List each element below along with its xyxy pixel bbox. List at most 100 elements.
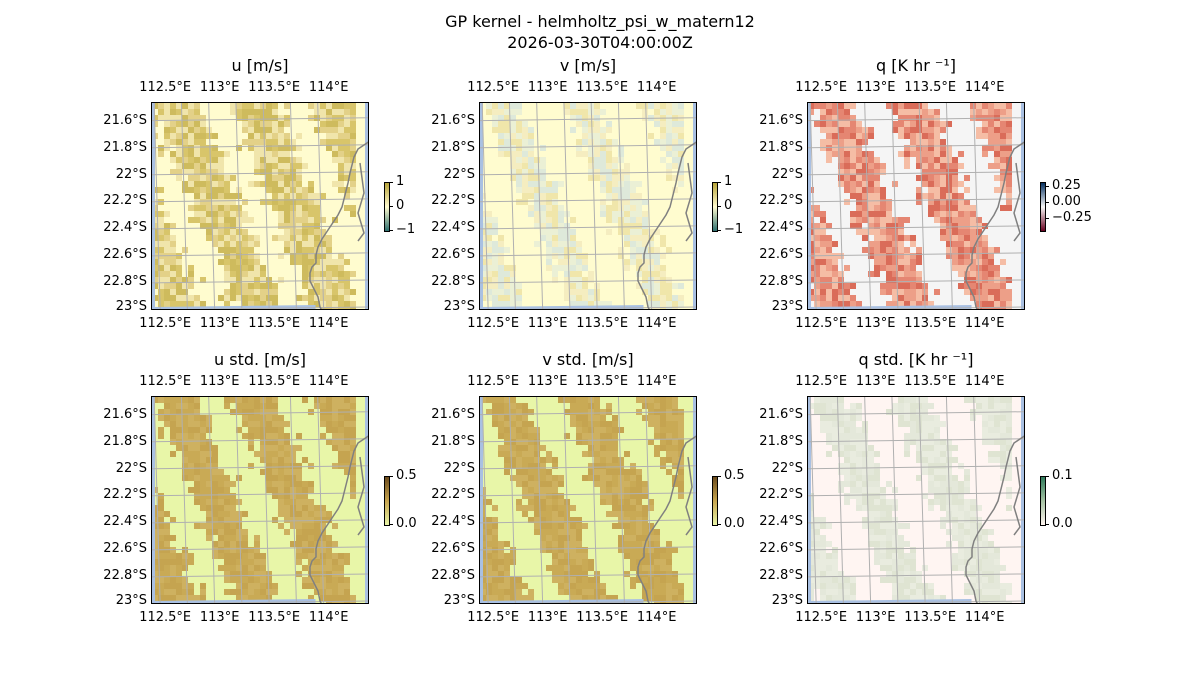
heatmap-cell: [898, 421, 904, 427]
heatmap-cell: [862, 235, 868, 241]
heatmap-cell: [230, 109, 236, 115]
heatmap-cell: [522, 427, 528, 433]
heatmap-cell: [332, 427, 338, 433]
heatmap-cell: [832, 133, 838, 139]
heatmap-cell: [970, 511, 976, 517]
heatmap-cell: [576, 415, 582, 421]
heatmap-cell: [182, 121, 188, 127]
heatmap-cell: [230, 517, 236, 523]
heatmap-cell: [964, 253, 970, 259]
graticule-line: [808, 438, 1024, 443]
heatmap-cell: [666, 163, 672, 169]
heatmap-cell: [946, 463, 952, 469]
graticule-line: [809, 397, 817, 603]
heatmap-cell: [618, 427, 624, 433]
heatmap-cell: [326, 259, 332, 265]
heatmap-cell: [230, 103, 236, 109]
heatmap-cell: [224, 493, 230, 499]
heatmap-cell: [170, 235, 176, 241]
heatmap-cell: [940, 487, 946, 493]
heatmap-cell: [170, 157, 176, 163]
heatmap-cell: [516, 469, 522, 475]
heatmap-cell: [170, 427, 176, 433]
heatmap-cell: [260, 157, 266, 163]
heatmap-cell: [898, 283, 904, 289]
heatmap-cell: [958, 559, 964, 565]
heatmap-cell: [176, 595, 182, 601]
heatmap-cell: [838, 421, 844, 427]
heatmap-cell: [582, 433, 588, 439]
heatmap-cell: [308, 259, 314, 265]
heatmap-cell: [826, 151, 832, 157]
heatmap-cell: [552, 517, 558, 523]
heatmap-cell: [266, 481, 272, 487]
heatmap-cell: [582, 565, 588, 571]
heatmap-cell: [266, 445, 272, 451]
heatmap-cell: [660, 427, 666, 433]
heatmap-cell: [498, 145, 504, 151]
heatmap-cell: [516, 133, 522, 139]
heatmap-cell: [510, 175, 516, 181]
heatmap-cell: [242, 265, 248, 271]
heatmap-cell: [904, 421, 910, 427]
heatmap-cell: [242, 511, 248, 517]
heatmap-cell: [922, 427, 928, 433]
heatmap-cell: [528, 517, 534, 523]
heatmap-cell: [904, 403, 910, 409]
heatmap-cell: [892, 127, 898, 133]
heatmap-cell: [206, 145, 212, 151]
heatmap-cell: [552, 493, 558, 499]
heatmap-cell: [338, 295, 344, 301]
heatmap-cell: [624, 187, 630, 193]
heatmap-cell: [660, 109, 666, 115]
heatmap-cell: [558, 229, 564, 235]
heatmap-cell: [290, 223, 296, 229]
heatmap-cell: [552, 457, 558, 463]
heatmap-cell: [654, 229, 660, 235]
heatmap-cell: [570, 577, 576, 583]
heatmap-cell: [194, 103, 200, 109]
heatmap-cell: [510, 583, 516, 589]
heatmap-cell: [534, 223, 540, 229]
heatmap-cell: [158, 505, 164, 511]
heatmap-cell: [344, 583, 350, 589]
heatmap-cell: [332, 139, 338, 145]
heatmap-cell: [958, 151, 964, 157]
heatmap-cell: [832, 553, 838, 559]
heatmap-cell: [296, 547, 302, 553]
heatmap-cell: [314, 283, 320, 289]
heatmap-cell: [1006, 433, 1012, 439]
heatmap-cell: [886, 571, 892, 577]
heatmap-cell: [612, 439, 618, 445]
heatmap-cell: [856, 127, 862, 133]
heatmap-cell: [934, 169, 940, 175]
heatmap-cell: [224, 259, 230, 265]
heatmap-cell: [558, 517, 564, 523]
heatmap-cell: [194, 145, 200, 151]
heatmap-cell: [826, 235, 832, 241]
heatmap-cell: [510, 115, 516, 121]
heatmap-cell: [176, 565, 182, 571]
heatmap-cell: [278, 523, 284, 529]
heatmap-cell: [338, 577, 344, 583]
heatmap-cell: [558, 559, 564, 565]
heatmap-cell: [218, 481, 224, 487]
heatmap-cell: [970, 259, 976, 265]
heatmap-cell: [570, 535, 576, 541]
heatmap-cell: [958, 553, 964, 559]
heatmap-cell: [922, 433, 928, 439]
ocean-edge: [480, 103, 483, 309]
heatmap-cell: [928, 139, 934, 145]
heatmap-cell: [504, 409, 510, 415]
heatmap-cell: [636, 565, 642, 571]
heatmap-cell: [660, 295, 666, 301]
graticule-line: [617, 397, 625, 603]
graticule-line: [480, 144, 696, 149]
heatmap-cell: [940, 475, 946, 481]
heatmap-cell: [492, 121, 498, 127]
heatmap-cell: [206, 427, 212, 433]
heatmap-cell: [188, 487, 194, 493]
heatmap-cell: [898, 133, 904, 139]
heatmap-cell: [546, 241, 552, 247]
colorbar: [712, 182, 718, 232]
